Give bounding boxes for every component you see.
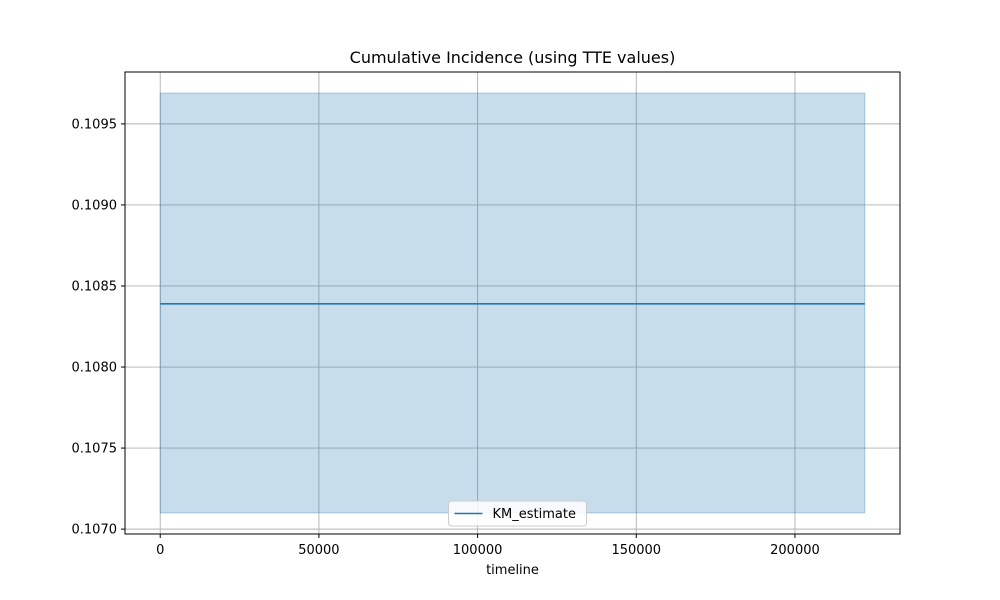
chart-title: Cumulative Incidence (using TTE values) xyxy=(350,48,676,67)
legend: KM_estimate xyxy=(448,500,587,527)
y-axis-ticks: 0.1070 0.1075 0.1080 0.1085 0.1090 0.1095 xyxy=(72,117,125,538)
x-tick-label: 200000 xyxy=(770,543,820,558)
y-tick-label: 0.1080 xyxy=(72,361,118,376)
grid xyxy=(125,72,900,534)
x-tick-label: 0 xyxy=(156,543,164,558)
x-tick-label: 150000 xyxy=(611,543,661,558)
x-axis-ticks: 0 50000 100000 150000 200000 xyxy=(156,534,820,558)
y-tick-label: 0.1085 xyxy=(72,279,118,294)
legend-label: KM_estimate xyxy=(493,507,576,522)
x-tick-label: 100000 xyxy=(453,543,503,558)
x-tick-label: 50000 xyxy=(298,543,339,558)
x-axis-label: timeline xyxy=(486,563,539,578)
confidence-bands xyxy=(159,92,866,514)
plot-frame xyxy=(124,71,901,535)
y-tick-label: 0.1090 xyxy=(72,198,118,213)
confidence-band xyxy=(159,92,866,514)
legend-box xyxy=(448,500,587,527)
y-tick-label: 0.1075 xyxy=(72,442,118,457)
y-tick-label: 0.1095 xyxy=(72,117,118,132)
y-tick-label: 0.1070 xyxy=(72,523,118,538)
